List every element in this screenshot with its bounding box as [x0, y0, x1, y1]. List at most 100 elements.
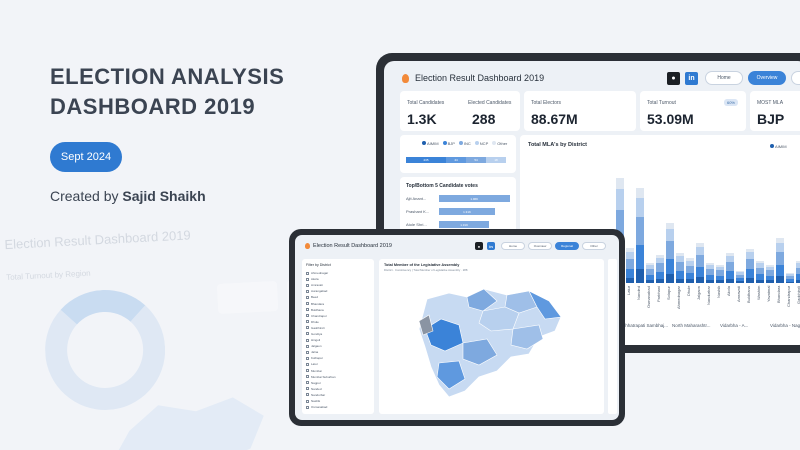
- district-filter-item[interactable]: Bhandara: [306, 300, 370, 306]
- checkbox-icon[interactable]: [306, 295, 309, 299]
- panel-title: Top/Bottom 5 Candidate votes: [406, 183, 478, 189]
- nav-more-button[interactable]: [791, 71, 800, 85]
- checkbox-icon[interactable]: [306, 369, 309, 373]
- district-filter-item[interactable]: Buldhana: [306, 307, 370, 313]
- district-bar[interactable]: [636, 188, 644, 283]
- district-filter-item[interactable]: Jalgaon: [306, 343, 370, 349]
- district-bar[interactable]: [766, 265, 774, 283]
- district-filter-item[interactable]: Amravati: [306, 282, 370, 288]
- district-filter-item[interactable]: Hingoli: [306, 337, 370, 343]
- district-filter-item[interactable]: Dhule: [306, 319, 370, 325]
- checkbox-icon[interactable]: [306, 289, 309, 293]
- checkbox-icon[interactable]: [306, 381, 309, 385]
- district-shape[interactable]: [528, 290, 562, 320]
- nav-other-button[interactable]: Other: [582, 242, 606, 250]
- district-filter-item[interactable]: Gadchiroli: [306, 325, 370, 331]
- district-bar[interactable]: [646, 263, 654, 283]
- checkbox-icon[interactable]: [306, 362, 309, 366]
- checkbox-icon[interactable]: [306, 338, 309, 342]
- district-filter-item[interactable]: Aurangabad: [306, 288, 370, 294]
- checkbox-icon[interactable]: [306, 356, 309, 360]
- nav-regional-button[interactable]: Regional: [555, 242, 579, 250]
- checkbox-icon[interactable]: [306, 344, 309, 348]
- district-filter-item[interactable]: Beed: [306, 294, 370, 300]
- bar-segment: [746, 259, 754, 270]
- checkbox-icon[interactable]: [306, 375, 309, 379]
- checkbox-icon[interactable]: [306, 405, 309, 409]
- github-icon[interactable]: ●: [475, 242, 483, 250]
- region-label: Vidarbha - A...: [720, 323, 749, 328]
- district-bar[interactable]: [696, 243, 704, 283]
- checkbox-icon[interactable]: [306, 332, 309, 336]
- district-filter-item[interactable]: Mumbai Suburban: [306, 374, 370, 380]
- checkbox-icon[interactable]: [306, 302, 309, 306]
- district-bar[interactable]: [716, 265, 724, 283]
- district-bar[interactable]: [726, 253, 734, 283]
- chart-title: Total MLA's by District: [528, 142, 587, 148]
- kpi-value: 1.3K: [407, 111, 437, 127]
- checkbox-icon[interactable]: [306, 314, 309, 318]
- district-filter-item[interactable]: Kolhapur: [306, 355, 370, 361]
- district-shape[interactable]: [462, 338, 498, 366]
- district-filter-item[interactable]: Nashik: [306, 398, 370, 404]
- district-filter-item[interactable]: Chandrapur: [306, 313, 370, 319]
- filter-title: Filter by District: [306, 263, 331, 267]
- district-filter-item[interactable]: Mumbai: [306, 368, 370, 374]
- district-bar[interactable]: [796, 261, 800, 283]
- checkbox-icon[interactable]: [306, 399, 309, 403]
- checkbox-icon[interactable]: [306, 283, 309, 287]
- checkbox-icon[interactable]: [306, 326, 309, 330]
- district-shape[interactable]: [418, 314, 434, 336]
- checkbox-icon[interactable]: [306, 277, 309, 281]
- maharashtra-map[interactable]: [379, 259, 604, 414]
- nav-overview-button[interactable]: Overview: [528, 242, 552, 250]
- kpi-value: 88.67M: [531, 111, 578, 127]
- district-filter-item[interactable]: Nanded: [306, 386, 370, 392]
- side-filter-strip[interactable]: [608, 259, 617, 414]
- checkbox-icon[interactable]: [306, 271, 309, 275]
- district-filter-item[interactable]: Nagpur: [306, 380, 370, 386]
- district-bar[interactable]: [756, 261, 764, 283]
- region-label: North Maharashtr...: [672, 323, 711, 328]
- bar-segment: [766, 266, 774, 271]
- linkedin-icon[interactable]: in: [487, 242, 495, 250]
- bar-segment: [746, 277, 754, 283]
- district-shape[interactable]: [466, 288, 498, 312]
- district-bar[interactable]: [656, 255, 664, 283]
- nav-home-button[interactable]: Home: [705, 71, 743, 85]
- checkbox-icon[interactable]: [306, 393, 309, 397]
- district-bar[interactable]: [626, 248, 634, 283]
- district-bar[interactable]: [786, 273, 794, 283]
- district-filter-item[interactable]: Ahmednagar: [306, 270, 370, 276]
- district-filter-label: Nanded: [311, 386, 322, 391]
- district-filter-item[interactable]: Osmanabad: [306, 404, 370, 410]
- checkbox-icon[interactable]: [306, 350, 309, 354]
- kpi-label: MOST MLA: [757, 100, 784, 106]
- nav-overview-button[interactable]: Overview: [748, 71, 786, 85]
- district-filter-item[interactable]: Jalna: [306, 349, 370, 355]
- district-bar[interactable]: [686, 258, 694, 283]
- district-bar[interactable]: [746, 249, 754, 283]
- checkbox-icon[interactable]: [306, 387, 309, 391]
- district-shape[interactable]: [510, 324, 544, 350]
- district-bar[interactable]: [676, 253, 684, 283]
- checkbox-icon[interactable]: [306, 308, 309, 312]
- linkedin-icon[interactable]: in: [685, 72, 698, 85]
- district-filter-item[interactable]: Nandurbar: [306, 392, 370, 398]
- nav-home-button[interactable]: Home: [501, 242, 525, 250]
- bar-segment: [746, 269, 754, 278]
- district-bar[interactable]: [736, 271, 744, 283]
- district-filter-item[interactable]: Gondiya: [306, 331, 370, 337]
- district-axis-label: Ahmednagar: [676, 286, 681, 309]
- district-shape[interactable]: [504, 290, 538, 314]
- district-filter-label: Jalna: [311, 350, 319, 355]
- district-shape[interactable]: [436, 360, 466, 390]
- district-filter-item[interactable]: Akola: [306, 276, 370, 282]
- checkbox-icon[interactable]: [306, 320, 309, 324]
- district-bar[interactable]: [776, 238, 784, 283]
- district-filter-item[interactable]: Latur: [306, 361, 370, 367]
- district-bar[interactable]: [706, 263, 714, 283]
- bar-segment: [796, 261, 800, 264]
- github-icon[interactable]: ●: [667, 72, 680, 85]
- district-bar[interactable]: [666, 223, 674, 283]
